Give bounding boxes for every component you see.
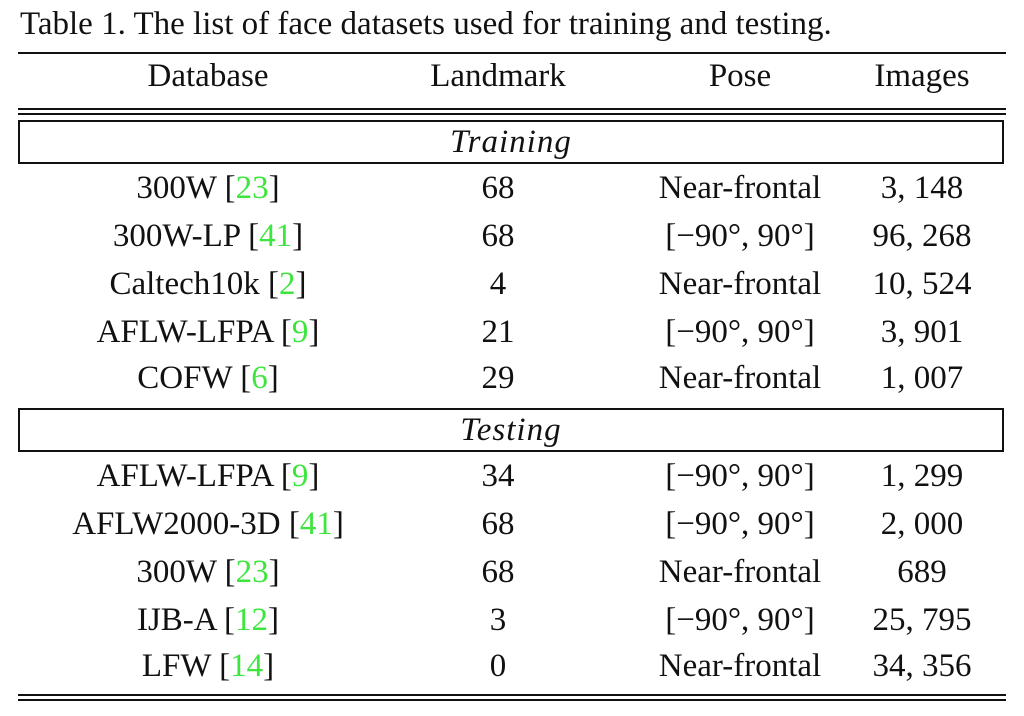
images-cell: 1, 299: [880, 458, 964, 494]
column-header-landmark: Landmark: [430, 58, 566, 94]
table-row: 300W [23] 68 Near-frontal 689: [18, 550, 1006, 594]
database-cell: 300W-LP [41]: [112, 218, 304, 254]
landmark-cell: 34: [481, 458, 515, 494]
table-row: LFW [14] 0 Near-frontal 34, 356: [18, 644, 1006, 688]
table-row: COFW [6] 29 Near-frontal 1, 007: [18, 356, 1006, 400]
database-cell: LFW [14]: [141, 648, 275, 684]
landmark-cell: 29: [481, 360, 515, 396]
section-title-testing: Testing: [460, 412, 562, 448]
pose-cell: Near-frontal: [658, 648, 822, 684]
pose-cell: [−90°, 90°]: [665, 602, 815, 638]
column-header-database: Database: [147, 58, 269, 94]
table-row: AFLW-LFPA [9] 34 [−90°, 90°] 1, 299: [18, 454, 1006, 498]
images-cell: 1, 007: [880, 360, 964, 396]
table-caption: Table 1. The list of face datasets used …: [20, 6, 832, 42]
landmark-cell: 0: [489, 648, 507, 684]
top-rule: [18, 52, 1006, 54]
table-row: IJB-A [12] 3 [−90°, 90°] 25, 795: [18, 598, 1006, 642]
landmark-cell: 68: [481, 506, 515, 542]
citation-link[interactable]: 14: [230, 648, 264, 684]
citation-link[interactable]: 41: [299, 506, 333, 542]
header-double-rule-bottom: [18, 113, 1006, 115]
pose-cell: [−90°, 90°]: [665, 314, 815, 350]
pose-cell: Near-frontal: [658, 360, 822, 396]
database-cell: COFW [6]: [137, 360, 279, 396]
database-cell: AFLW2000-3D [41]: [72, 506, 344, 542]
table-row: 300W-LP [41] 68 [−90°, 90°] 96, 268: [18, 214, 1006, 258]
pose-cell: [−90°, 90°]: [665, 218, 815, 254]
pose-cell: Near-frontal: [658, 554, 822, 590]
column-header-images: Images: [874, 58, 970, 94]
images-cell: 689: [897, 554, 947, 590]
table-row: AFLW-LFPA [9] 21 [−90°, 90°] 3, 901: [18, 310, 1006, 354]
images-cell: 34, 356: [872, 648, 972, 684]
citation-link[interactable]: 12: [235, 602, 269, 638]
citation-link[interactable]: 9: [291, 314, 309, 350]
landmark-cell: 3: [489, 602, 507, 638]
citation-link[interactable]: 6: [251, 360, 268, 396]
pose-cell: [−90°, 90°]: [665, 506, 815, 542]
table-row: 300W [23] 68 Near-frontal 3, 148: [18, 166, 1006, 210]
images-cell: 3, 148: [880, 170, 964, 206]
landmark-cell: 68: [481, 554, 515, 590]
landmark-cell: 4: [489, 266, 507, 302]
column-header-pose: Pose: [708, 58, 772, 94]
citation-link[interactable]: 9: [291, 458, 309, 494]
database-cell: AFLW-LFPA [9]: [96, 458, 320, 494]
citation-link[interactable]: 23: [235, 170, 269, 206]
header-double-rule-top: [18, 108, 1006, 110]
section-training: Training: [18, 120, 1004, 164]
header-row: Database Landmark Pose Images: [18, 54, 1006, 98]
database-cell: 300W [23]: [136, 170, 280, 206]
database-cell: IJB-A [12]: [136, 602, 280, 638]
pose-cell: [−90°, 90°]: [665, 458, 815, 494]
images-cell: 3, 901: [880, 314, 964, 350]
citation-link[interactable]: 41: [259, 218, 293, 254]
images-cell: 2, 000: [880, 506, 964, 542]
images-cell: 25, 795: [872, 602, 972, 638]
landmark-cell: 68: [481, 218, 515, 254]
images-cell: 10, 524: [872, 266, 972, 302]
landmark-cell: 68: [481, 170, 515, 206]
citation-link[interactable]: 2: [279, 266, 296, 302]
table-row: Caltech10k [2] 4 Near-frontal 10, 524: [18, 262, 1006, 306]
bottom-double-rule-top: [18, 694, 1006, 696]
images-cell: 96, 268: [872, 218, 972, 254]
landmark-cell: 21: [481, 314, 515, 350]
pose-cell: Near-frontal: [658, 266, 822, 302]
database-cell: 300W [23]: [136, 554, 280, 590]
database-cell: Caltech10k [2]: [109, 266, 307, 302]
bottom-double-rule-bottom: [18, 699, 1006, 701]
section-title-training: Training: [450, 124, 572, 160]
table-row: AFLW2000-3D [41] 68 [−90°, 90°] 2, 000: [18, 502, 1006, 546]
citation-link[interactable]: 23: [235, 554, 269, 590]
database-cell: AFLW-LFPA [9]: [96, 314, 320, 350]
pose-cell: Near-frontal: [658, 170, 822, 206]
section-testing: Testing: [18, 408, 1004, 452]
